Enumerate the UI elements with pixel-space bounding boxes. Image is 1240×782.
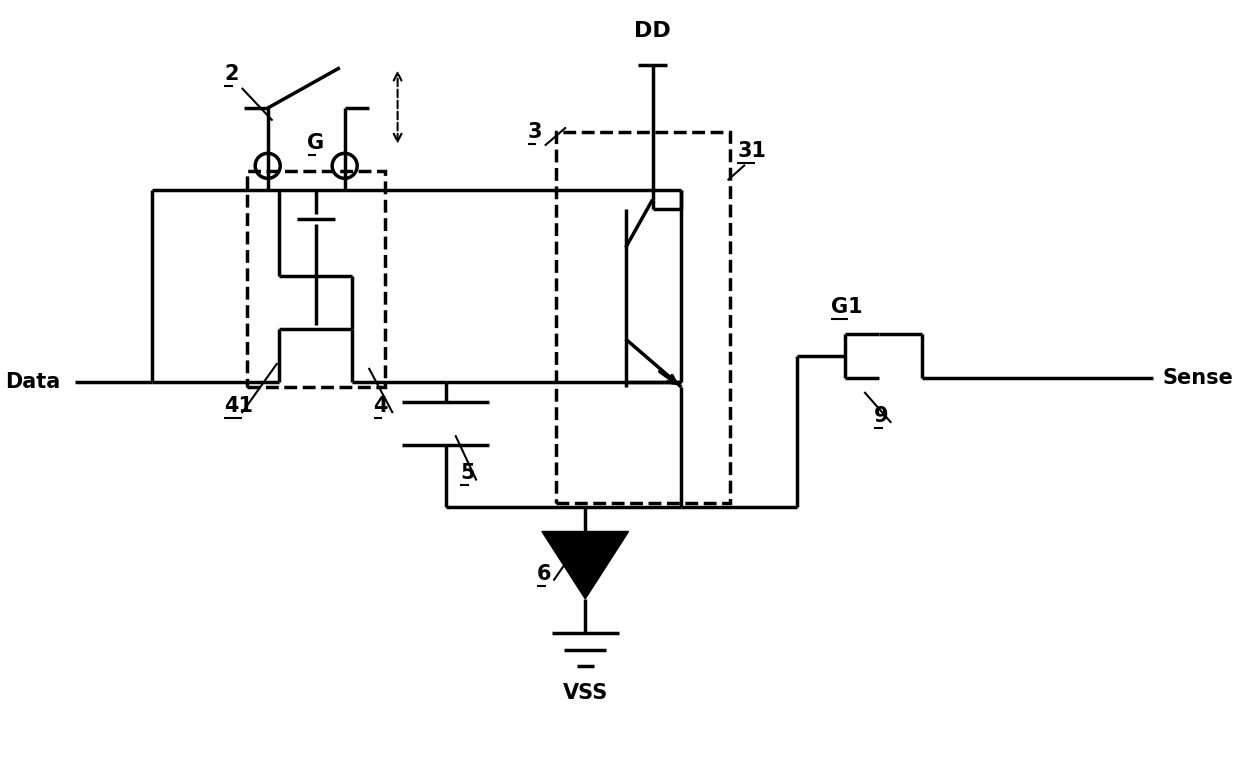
Text: 31: 31 — [738, 141, 766, 161]
Text: Data: Data — [5, 372, 61, 393]
Text: Sense: Sense — [1163, 368, 1234, 388]
Text: G1: G1 — [831, 297, 862, 317]
Text: 2: 2 — [224, 64, 239, 84]
Text: 6: 6 — [537, 565, 552, 584]
Text: 41: 41 — [224, 396, 253, 416]
Text: 5: 5 — [460, 464, 475, 483]
Text: 9: 9 — [874, 406, 889, 425]
Text: VSS: VSS — [563, 683, 608, 702]
Text: 4: 4 — [373, 396, 388, 416]
Text: G: G — [308, 133, 325, 153]
Text: 3: 3 — [527, 122, 542, 142]
Polygon shape — [542, 532, 629, 599]
Text: DD: DD — [634, 21, 671, 41]
